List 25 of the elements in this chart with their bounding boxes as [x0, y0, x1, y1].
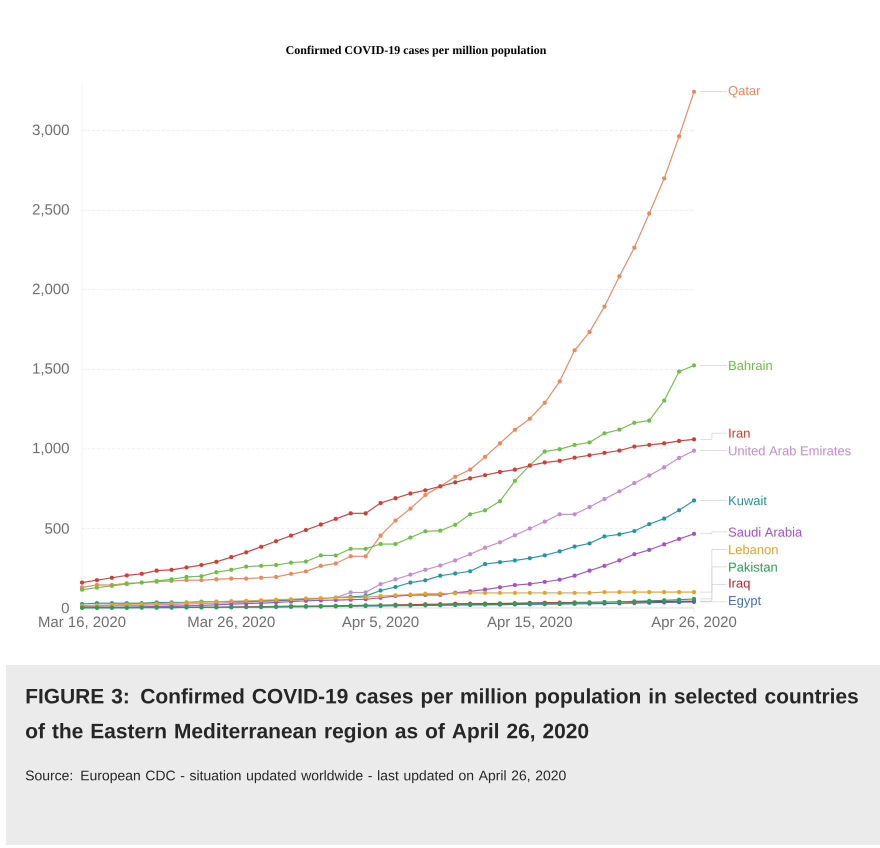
y-tick-label: 0 — [62, 602, 69, 614]
source-note: Source: European CDC - situation updated worldwide - last updated on April 26, 2020 — [26, 770, 566, 784]
text: Kuwait — [729, 496, 767, 506]
text: Egypt — [729, 596, 762, 608]
text: Pakistan — [729, 562, 777, 572]
caption: FIGURE 3: Confirmed COVID-19 cases per million population in selected countries of the Eastern Mediterranean region as of April 26, 2020 — [26, 688, 858, 743]
chart-title: Confirmed COVID-19 cases per million population — [286, 46, 546, 57]
y-tick-label: 2,000 — [32, 284, 69, 296]
x-tick-label: Apr 5, 2020 — [342, 616, 419, 630]
x-tick-label: Apr 26, 2020 — [651, 616, 736, 630]
x-tick-label: Mar 16, 2020 — [39, 616, 126, 629]
y-tick-label: 1,500 — [33, 363, 69, 376]
text: Lebanon — [729, 544, 778, 554]
y-tick-label: 500 — [45, 523, 69, 534]
y-tick-label: 3,000 — [32, 124, 69, 137]
x-tick-label: Mar 26, 2020 — [188, 616, 275, 629]
text: Qatar — [728, 86, 760, 98]
y-tick-label: 1,000 — [33, 442, 69, 456]
text: United Arab Emirates — [729, 446, 851, 456]
text: Bahrain — [729, 360, 772, 370]
text: Iran — [729, 428, 750, 438]
y-tick-label: 2,500 — [32, 204, 69, 216]
text: Saudi Arabia — [728, 527, 802, 537]
x-tick-label: Apr 15, 2020 — [487, 616, 572, 630]
text: Iraq — [729, 578, 750, 590]
